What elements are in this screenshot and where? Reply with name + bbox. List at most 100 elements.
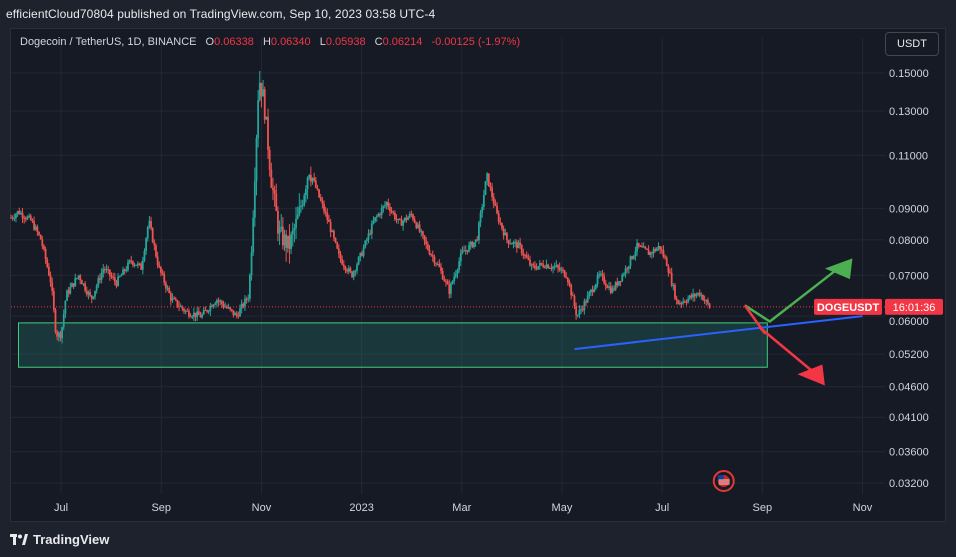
candle-body (64, 300, 67, 314)
candle-body (245, 298, 248, 300)
price-tag[interactable]: DOGEUSDT 16:01:36 0.06000 (814, 298, 943, 328)
candle-body (669, 272, 671, 274)
candle-body (31, 220, 34, 222)
candle-body (695, 294, 698, 297)
candle-body (130, 260, 133, 262)
candle-body (326, 212, 329, 220)
candle-body (89, 292, 91, 296)
candle-body (321, 200, 324, 204)
open-value: 0.06338 (214, 36, 254, 48)
candle-body (118, 276, 121, 278)
candle-body (342, 264, 345, 267)
candle-body (136, 263, 139, 266)
candle-body (57, 332, 60, 337)
candle-body (707, 300, 709, 304)
candle-body (428, 249, 431, 255)
candle-body (641, 246, 643, 248)
x-tick-label: Nov (252, 502, 272, 514)
candle-body (102, 269, 105, 273)
low-label: L (319, 36, 326, 48)
candle-body (431, 255, 434, 257)
candle-body (644, 246, 647, 249)
candle-body (532, 264, 535, 266)
candle-body (33, 221, 35, 230)
candle-body (606, 285, 609, 289)
candle-body (622, 274, 625, 276)
candle-body (400, 219, 403, 226)
candle-body (250, 252, 253, 276)
candle-body (336, 242, 339, 249)
candle-body (527, 257, 530, 260)
candle-body (160, 266, 162, 273)
candle-body (654, 249, 657, 252)
bearish-arrow (743, 304, 819, 377)
candle-body (275, 193, 278, 211)
candle-body (244, 298, 246, 307)
candle-body (202, 310, 205, 315)
candle-body (586, 295, 589, 303)
candle-body (272, 187, 274, 190)
candle-body (328, 219, 330, 223)
us-flag-event-icon[interactable] (712, 470, 735, 492)
candle-body (26, 216, 29, 220)
candle-body (389, 207, 391, 212)
y-tick-label: 0.05200 (889, 349, 929, 361)
candle-body (113, 277, 116, 282)
candle-body (473, 242, 475, 248)
candle-body (626, 268, 629, 270)
candle-body (323, 203, 325, 212)
candle-body (693, 293, 696, 297)
candle-body (560, 269, 563, 271)
candle-body (692, 293, 694, 298)
candle-body (459, 253, 462, 262)
trendline (574, 315, 863, 351)
candle-body (664, 256, 666, 258)
candle-body (252, 217, 255, 253)
candle-body (176, 299, 179, 307)
symbol-title[interactable]: Dogecoin / TetherUS, 1D, BINANCE (20, 36, 197, 48)
candle-body (405, 217, 408, 220)
candle-body (519, 242, 521, 246)
candle-body (344, 266, 347, 271)
candle-body (90, 295, 93, 299)
candle-body (476, 239, 479, 241)
candle-body (380, 208, 383, 215)
candle-body (74, 278, 77, 287)
candle-body (230, 309, 233, 311)
candle-body (220, 301, 223, 304)
candle-body (204, 310, 207, 312)
candle-body (24, 218, 27, 220)
candle-body (652, 249, 655, 254)
candles (10, 70, 711, 344)
candle-body (553, 266, 556, 268)
candle-body (688, 295, 691, 299)
candle-body (408, 214, 411, 218)
currency-button[interactable]: USDT (885, 32, 939, 56)
candle-body (614, 282, 617, 290)
close-value: 0.06214 (382, 36, 423, 48)
y-tick-label: 0.15000 (889, 68, 929, 80)
candle-body (398, 218, 401, 220)
candle-body (471, 241, 474, 248)
candle-body (117, 276, 119, 286)
tradingview-logo[interactable]: TradingView (10, 532, 109, 547)
candle-body (677, 300, 680, 305)
candle-body (357, 257, 360, 265)
candle-body (199, 314, 202, 318)
candle-body (702, 295, 704, 301)
candle-body (291, 230, 294, 235)
candle-body (613, 288, 615, 290)
candle-body (339, 253, 342, 260)
candle-body (318, 189, 320, 198)
candle-body (448, 284, 451, 294)
candle-body (242, 303, 245, 307)
candle-body (581, 309, 584, 311)
candle-body (548, 268, 551, 270)
candle-body (535, 267, 538, 270)
candle-body (478, 222, 480, 241)
candle-body (191, 316, 194, 318)
x-tick-label: Mar (452, 502, 471, 514)
candle-body (604, 283, 607, 286)
candle-body (594, 284, 597, 289)
